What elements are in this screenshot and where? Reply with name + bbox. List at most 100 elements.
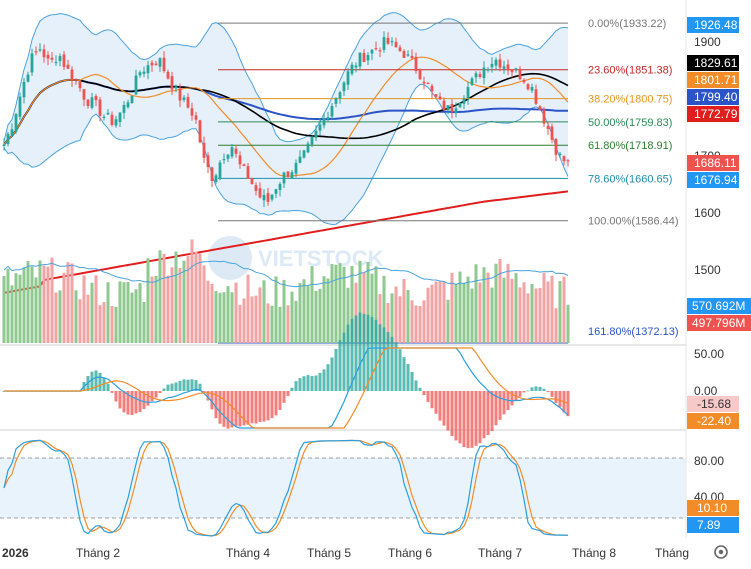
volume-bar [274,276,278,343]
macd-histogram-bar [266,391,270,421]
candle-body [390,41,394,43]
macd-histogram-bar [414,380,418,391]
candle-body [362,52,366,63]
candle-body [190,108,194,116]
settings-gear-icon[interactable] [714,545,728,559]
macd-histogram-bar [322,369,326,391]
candle-body [26,74,30,82]
volume-bar [430,284,434,343]
candle-body [350,64,354,74]
macd-histogram-bar [182,379,186,391]
candle-body [214,175,218,182]
volume-bar [54,292,58,343]
candle-body [202,142,206,158]
candle-body [434,94,438,97]
candle-body [426,82,430,85]
candle-body [458,102,462,108]
volume-bar [38,260,42,343]
candle-body [318,124,322,131]
volume-bar [362,272,366,343]
candle-body [126,102,130,108]
volume-bar [202,265,206,343]
candle-body [162,57,166,72]
volume-bar [102,302,106,343]
bollinger-lower-line [3,83,569,226]
candle-body [62,54,66,67]
macd-histogram-bar [262,391,266,422]
volume-bar [30,266,34,343]
volume-bar [474,264,478,343]
macd-histogram-bar [94,370,98,391]
volume-bar [190,239,194,343]
candle-body [58,56,62,62]
candle-body [450,103,454,112]
fib-level-label: 61.80%(1718.91) [588,140,672,152]
candle-body [154,63,158,66]
macd-histogram-bar [330,357,334,391]
candle-body [170,76,174,90]
macd-histogram-bar [90,371,94,391]
volume-bar [382,275,386,343]
volume-bar [162,253,166,343]
volume-bar [482,267,486,343]
candle-body [422,81,426,84]
volume-bar [70,263,74,343]
candle-body [298,156,302,163]
candle-body [518,68,522,80]
price-tick-label: 1600 [694,206,721,220]
macd-histogram-bar [210,391,214,410]
volume-bar [366,261,370,343]
macd-histogram-bar [362,313,366,391]
candle-body [386,37,390,44]
volume-bar [114,306,118,343]
volume-bar [542,272,546,343]
candle-body [218,162,222,178]
volume-bar [398,296,402,343]
macd-histogram-bar [206,391,210,401]
candle-body [82,89,86,100]
macd-histogram-bar [146,391,150,406]
volume-bar [186,256,190,343]
volume-bar [550,275,554,343]
volume-bar [126,281,130,343]
candle-body [98,99,102,116]
volume-bar [130,292,134,343]
volume-bar [470,288,474,343]
macd-histogram-bar [526,390,530,392]
macd-tag-text: -15.68 [697,397,731,411]
macd-histogram-bar [486,391,490,436]
macd-tick-label: 50.00 [694,347,724,361]
macd-histogram-bar [234,391,238,427]
volume-bar [314,290,318,343]
macd-histogram-bar [462,391,466,448]
macd-histogram-bar [438,391,442,421]
macd-histogram-bar [518,391,522,397]
macd-histogram-bar [290,387,294,391]
macd-histogram-bar [294,381,298,391]
candle-body [326,117,330,120]
volume-bar [394,286,398,343]
macd-histogram-bar [510,391,514,406]
volume-tag [687,298,751,314]
candle-body [194,115,198,120]
macd-histogram-bar [482,391,486,439]
candle-body [222,159,226,161]
volume-bar [434,281,438,343]
candle-body [34,51,38,53]
candle-body [6,133,10,144]
volume-bar [554,308,558,343]
volume-bar [506,263,510,343]
macd-histogram-bar [154,391,158,398]
volume-tag [687,315,751,331]
volume-bar [334,264,338,343]
macd-histogram-bar [538,386,542,391]
candle-body [110,114,114,125]
macd-histogram-bar [546,391,550,393]
macd-histogram-bar [494,391,498,426]
candle-body [14,114,18,132]
macd-histogram-bar [122,391,126,413]
macd-histogram-bar [170,383,174,391]
macd-histogram-bar [230,391,234,428]
